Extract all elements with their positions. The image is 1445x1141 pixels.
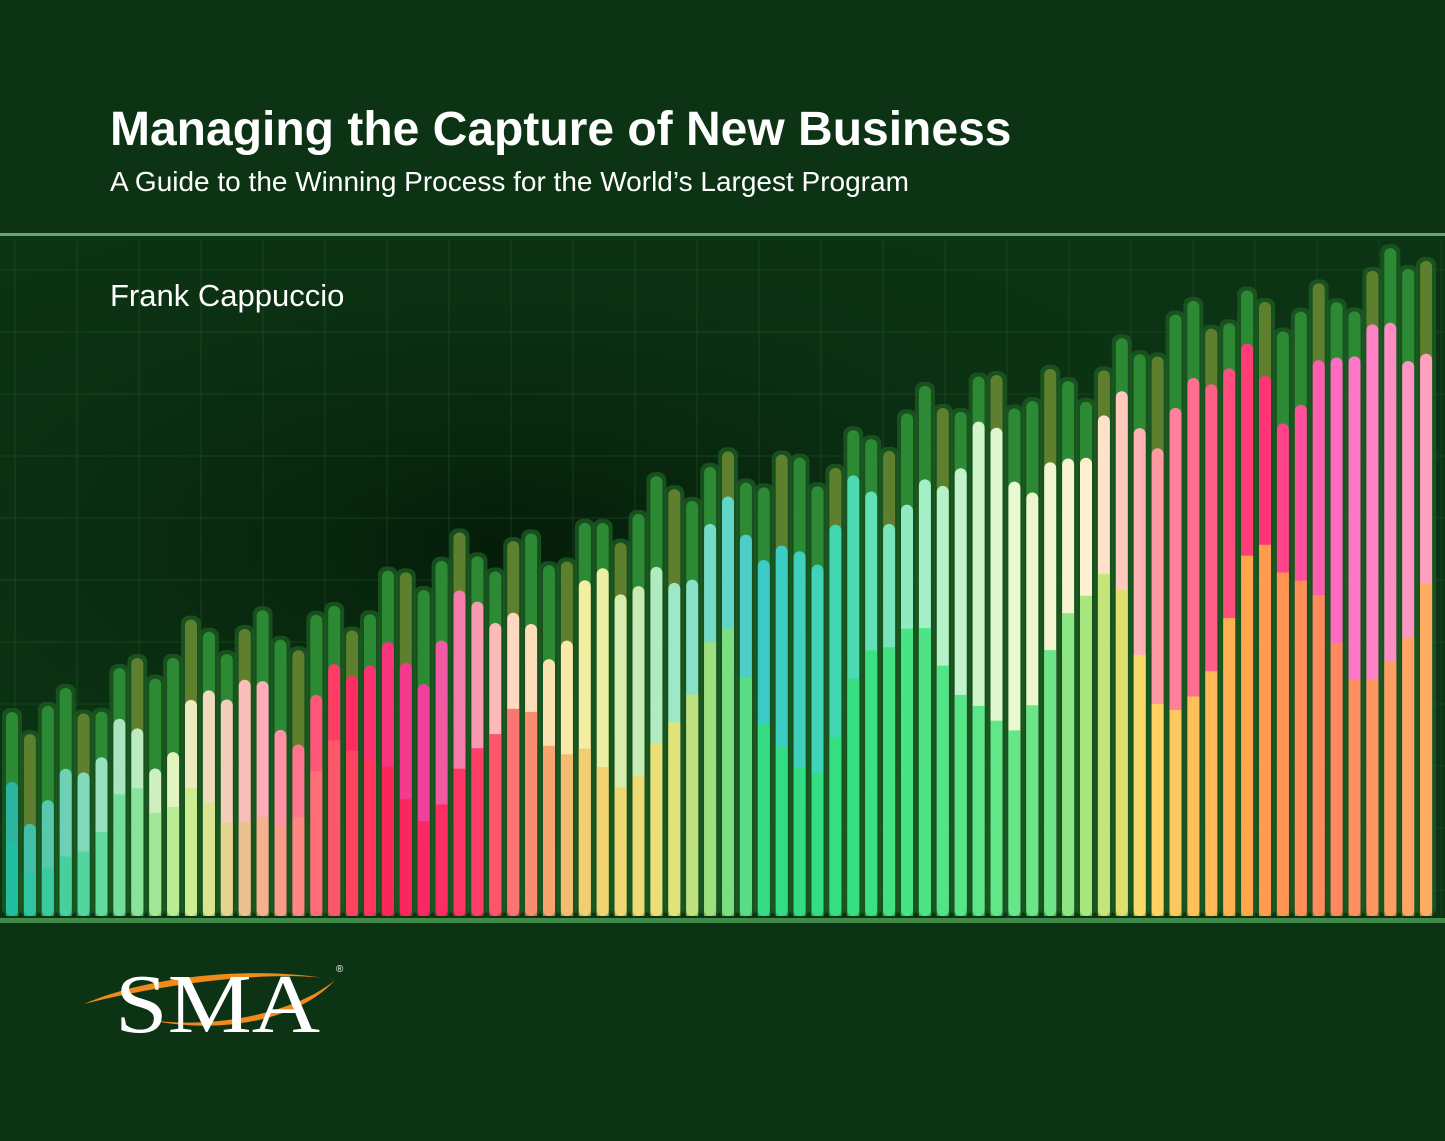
- bar-bottom: [543, 745, 555, 916]
- bar-bottom: [936, 665, 949, 916]
- bar-bottom: [1026, 705, 1039, 916]
- bar-bottom: [614, 787, 627, 916]
- bar-bottom: [23, 873, 36, 916]
- bar-bottom: [1187, 696, 1200, 916]
- bar-bottom: [1080, 595, 1092, 916]
- logo: SMA ®: [84, 958, 344, 1051]
- bar-bottom: [811, 773, 824, 916]
- bar-bottom: [722, 628, 734, 916]
- bar-bottom: [507, 708, 520, 916]
- bar-bottom: [364, 758, 376, 916]
- bar-bottom: [596, 767, 609, 916]
- bar-bottom: [972, 705, 985, 916]
- bar-bottom: [865, 650, 878, 916]
- bar-bottom: [59, 856, 72, 916]
- bar-bottom: [399, 799, 412, 916]
- bar-bottom: [1151, 703, 1164, 916]
- bar-bottom: [704, 642, 717, 916]
- bar-bottom: [346, 750, 359, 916]
- bar-bottom: [1205, 671, 1218, 916]
- subtitle: A Guide to the Winning Process for the W…: [110, 166, 909, 197]
- bar-bottom: [560, 754, 573, 916]
- bar-bottom: [417, 821, 430, 916]
- bar-bottom: [1402, 637, 1415, 916]
- bar-bottom: [238, 821, 251, 916]
- bar-bottom: [829, 737, 842, 916]
- bar-bottom: [883, 647, 896, 916]
- bar-bottom: [471, 748, 484, 916]
- bar-bottom: [525, 711, 538, 916]
- bar-bottom: [1420, 583, 1433, 916]
- bar-bottom: [901, 628, 913, 916]
- bar-bottom: [489, 734, 502, 916]
- bar-bottom: [381, 766, 394, 916]
- bar-bottom: [274, 825, 287, 916]
- bar-bottom: [793, 767, 806, 916]
- bar-bottom: [847, 678, 860, 916]
- baseline: [0, 918, 1445, 923]
- bar-graphic: [2, 244, 1437, 917]
- bar-bottom: [990, 720, 1003, 916]
- divider: [0, 233, 1445, 236]
- bar-bottom: [220, 822, 233, 916]
- bar-bottom: [41, 868, 54, 916]
- bar-bottom: [1241, 555, 1254, 916]
- bar-bottom: [131, 788, 144, 916]
- logo-swoosh: [84, 973, 335, 1004]
- bar-bottom: [310, 771, 323, 916]
- bar-bottom: [668, 722, 681, 916]
- bar-bottom: [185, 788, 197, 916]
- bar-bottom: [775, 746, 788, 916]
- bar-bottom: [757, 723, 770, 916]
- bar-bottom: [1062, 613, 1075, 916]
- bar-bottom: [632, 775, 645, 916]
- bar-bottom: [1276, 572, 1289, 916]
- logo-swoosh: [150, 980, 335, 1026]
- title: Managing the Capture of New Business: [110, 103, 1011, 156]
- bar-bottom: [686, 694, 699, 916]
- bar-bottom: [1366, 679, 1379, 916]
- bar-bottom: [95, 832, 108, 916]
- bar-bottom: [578, 748, 591, 916]
- bar-bottom: [1259, 544, 1271, 916]
- bar-bottom: [1223, 618, 1236, 916]
- author: Frank Cappuccio: [110, 278, 344, 313]
- bar-bottom: [113, 794, 126, 916]
- bar-bottom: [1115, 589, 1128, 916]
- bar-bottom: [1097, 573, 1110, 916]
- bar-bottom: [954, 694, 967, 916]
- bar-bottom: [1312, 595, 1325, 916]
- bar-bottom: [167, 806, 180, 916]
- bar-bottom: [149, 812, 162, 916]
- bar-bottom: [1294, 580, 1307, 916]
- bar-bottom: [650, 743, 663, 916]
- bar-bottom: [292, 817, 305, 916]
- bar-bottom: [1348, 679, 1361, 916]
- bar-bottom: [739, 677, 752, 916]
- bar-bottom: [435, 804, 448, 916]
- bar-bottom: [256, 816, 269, 916]
- logo-mark: ®: [336, 964, 344, 975]
- bar-bottom: [1330, 642, 1343, 916]
- bar-bottom: [77, 851, 90, 916]
- bar-bottom: [1008, 730, 1021, 916]
- bar-bottom: [1044, 650, 1057, 916]
- bar-bottom: [1133, 655, 1146, 916]
- bar-bottom: [1169, 709, 1182, 916]
- logo-text: SMA: [115, 958, 320, 1051]
- bar-bottom: [328, 740, 341, 916]
- bar-bottom: [6, 842, 18, 916]
- bar-bottom: [918, 628, 931, 916]
- bar-bottom: [453, 768, 466, 916]
- bar-bottom: [202, 802, 215, 916]
- bar-bottom: [1384, 660, 1397, 916]
